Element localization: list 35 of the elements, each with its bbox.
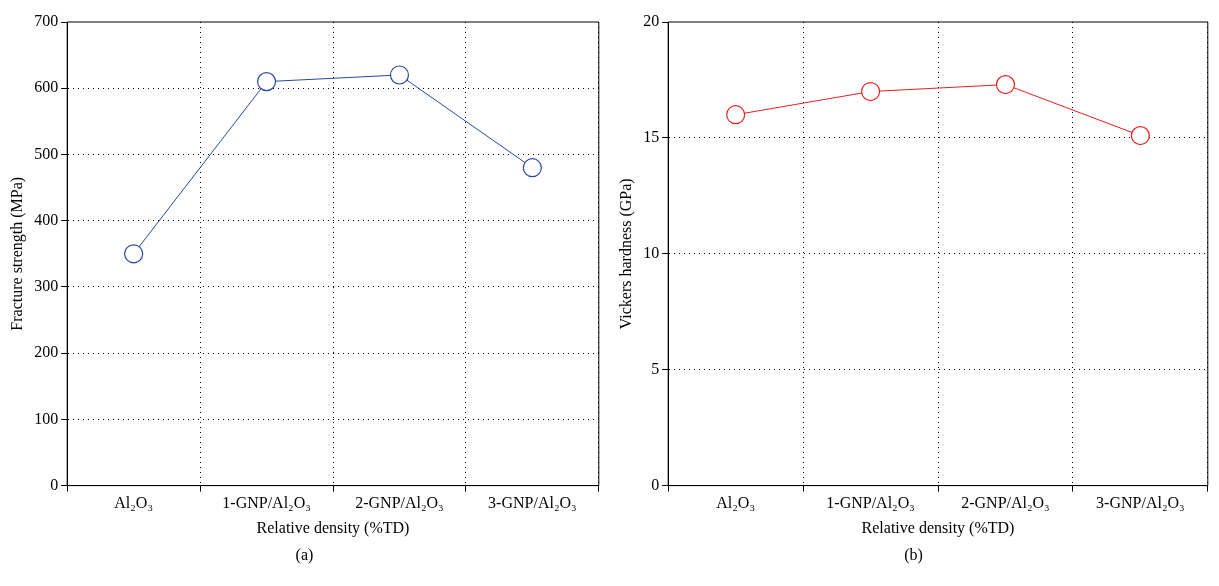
x-tick-label: 3-GNP/Al₂O₃ [1096, 494, 1185, 512]
text: (b) [903, 546, 924, 564]
x-axis-title: Relative density (%TD) [861, 518, 1015, 537]
y-tick-label: 500 [34, 144, 59, 162]
point [124, 244, 144, 264]
x-tick-label: Al₂O₃ [114, 494, 154, 512]
x-tick-label: 3-GNP/Al₂O₃ [488, 494, 577, 512]
y-tick-label: 5 [651, 359, 660, 377]
point [995, 74, 1016, 95]
y-axis-title: Vickers hardness (GPa) [616, 178, 635, 330]
y-axis-title: Fracture strength (MPa) [7, 176, 26, 331]
point [726, 105, 746, 125]
y-tick-label: 700 [34, 12, 59, 30]
point [1130, 125, 1150, 146]
point [389, 65, 410, 85]
y-tick-label: 0 [50, 475, 59, 493]
x-tick-label: 1-GNP/Al₂O₃ [222, 494, 311, 512]
y-tick-label: 400 [34, 210, 59, 228]
y-tick-label: 100 [34, 409, 59, 427]
text: (a) [294, 546, 315, 564]
y-tick-label: 10 [643, 244, 660, 261]
point [522, 158, 542, 178]
point [860, 81, 881, 102]
y-tick-label: 20 [643, 12, 660, 30]
y-tick-label: 600 [34, 78, 59, 96]
point [256, 72, 277, 92]
x-tick-label: 2-GNP/Al₂O₃ [961, 494, 1050, 512]
y-tick-label: 15 [643, 128, 660, 146]
x-tick-label: 2-GNP/Al₂O₃ [355, 494, 444, 512]
y-tick-label: 200 [34, 343, 59, 361]
x-tick-label: 1-GNP/Al₂O₃ [826, 494, 915, 512]
y-tick-label: 0 [651, 475, 660, 493]
y-tick-label: 300 [34, 277, 59, 295]
x-tick-label: Al₂O₃ [716, 494, 756, 512]
x-axis-title: Relative density (%TD) [256, 518, 410, 537]
